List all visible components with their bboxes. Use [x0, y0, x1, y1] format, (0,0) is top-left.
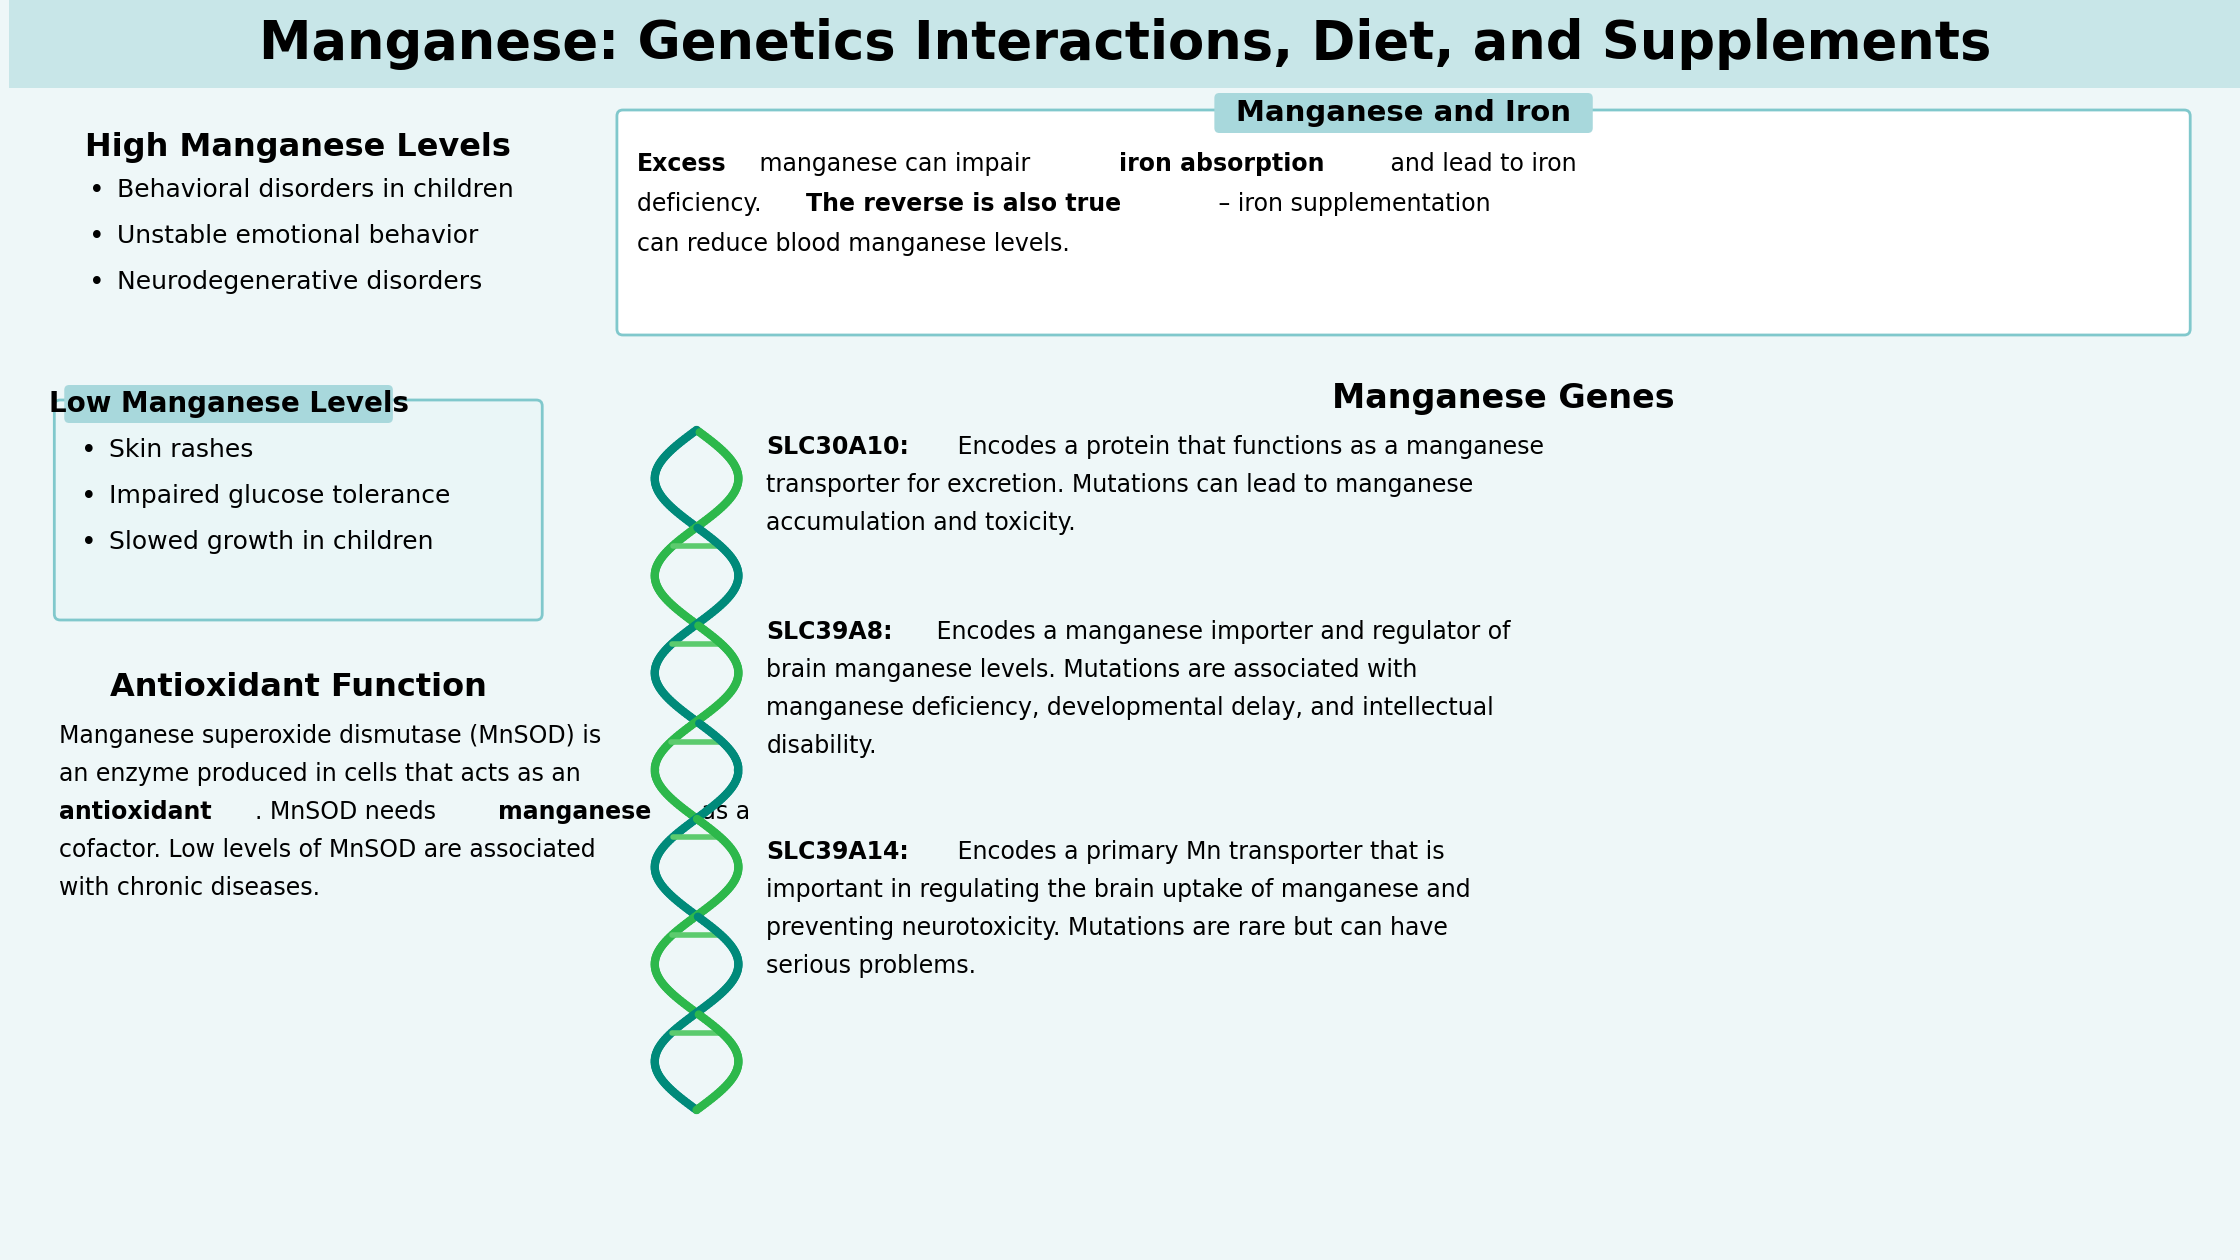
Text: . MnSOD needs: . MnSOD needs: [255, 800, 444, 824]
Text: Behavioral disorders in children: Behavioral disorders in children: [116, 178, 513, 202]
FancyBboxPatch shape: [65, 386, 392, 423]
Text: SLC39A14:: SLC39A14:: [766, 840, 909, 864]
Text: preventing neurotoxicity. Mutations are rare but can have: preventing neurotoxicity. Mutations are …: [766, 916, 1447, 940]
Text: •: •: [81, 530, 96, 556]
FancyBboxPatch shape: [616, 110, 2191, 335]
Text: Skin rashes: Skin rashes: [110, 438, 253, 462]
Text: •: •: [90, 270, 105, 296]
Text: manganese can impair: manganese can impair: [753, 152, 1037, 176]
Text: transporter for excretion. Mutations can lead to manganese: transporter for excretion. Mutations can…: [766, 472, 1474, 496]
Text: •: •: [81, 438, 96, 464]
Text: manganese deficiency, developmental delay, and intellectual: manganese deficiency, developmental dela…: [766, 696, 1494, 719]
Text: – iron supplementation: – iron supplementation: [1212, 192, 1492, 215]
Text: deficiency.: deficiency.: [636, 192, 768, 215]
Text: important in regulating the brain uptake of manganese and: important in regulating the brain uptake…: [766, 878, 1472, 902]
Text: SLC30A10:: SLC30A10:: [766, 435, 909, 459]
Text: cofactor. Low levels of MnSOD are associated: cofactor. Low levels of MnSOD are associ…: [58, 838, 596, 862]
Text: Encodes a manganese importer and regulator of: Encodes a manganese importer and regulat…: [930, 620, 1510, 644]
Text: SLC39A8:: SLC39A8:: [766, 620, 894, 644]
Text: High Manganese Levels: High Manganese Levels: [85, 132, 511, 163]
Text: Encodes a primary Mn transporter that is: Encodes a primary Mn transporter that is: [950, 840, 1445, 864]
Text: •: •: [90, 224, 105, 249]
FancyBboxPatch shape: [1214, 93, 1593, 134]
Text: Slowed growth in children: Slowed growth in children: [110, 530, 435, 554]
Text: serious problems.: serious problems.: [766, 954, 977, 978]
Text: •: •: [81, 484, 96, 510]
Text: iron absorption: iron absorption: [1120, 152, 1324, 176]
Text: Manganese and Iron: Manganese and Iron: [1236, 100, 1570, 127]
Text: disability.: disability.: [766, 735, 876, 759]
Text: Antioxidant Function: Antioxidant Function: [110, 672, 486, 703]
Text: Manganese Genes: Manganese Genes: [1333, 382, 1676, 415]
Text: an enzyme produced in cells that acts as an: an enzyme produced in cells that acts as…: [58, 762, 580, 786]
Text: Excess: Excess: [636, 152, 726, 176]
Text: Unstable emotional behavior: Unstable emotional behavior: [116, 224, 479, 248]
Text: Manganese superoxide dismutase (MnSOD) is: Manganese superoxide dismutase (MnSOD) i…: [58, 724, 603, 748]
Text: brain manganese levels. Mutations are associated with: brain manganese levels. Mutations are as…: [766, 658, 1418, 682]
Text: and lead to iron: and lead to iron: [1382, 152, 1577, 176]
Text: Neurodegenerative disorders: Neurodegenerative disorders: [116, 270, 482, 294]
Text: Encodes a protein that functions as a manganese: Encodes a protein that functions as a ma…: [950, 435, 1543, 459]
Text: can reduce blood manganese levels.: can reduce blood manganese levels.: [636, 232, 1068, 256]
Text: accumulation and toxicity.: accumulation and toxicity.: [766, 512, 1075, 536]
Text: Manganese: Genetics Interactions, Diet, and Supplements: Manganese: Genetics Interactions, Diet, …: [258, 18, 1991, 71]
Text: The reverse is also true: The reverse is also true: [806, 192, 1122, 215]
Text: •: •: [90, 178, 105, 204]
Text: Impaired glucose tolerance: Impaired glucose tolerance: [110, 484, 450, 508]
Text: as a: as a: [694, 800, 750, 824]
Text: Low Manganese Levels: Low Manganese Levels: [49, 391, 408, 418]
FancyBboxPatch shape: [54, 399, 542, 620]
Text: with chronic diseases.: with chronic diseases.: [58, 876, 320, 900]
FancyBboxPatch shape: [9, 0, 2240, 88]
Text: manganese: manganese: [497, 800, 652, 824]
Text: antioxidant: antioxidant: [58, 800, 213, 824]
